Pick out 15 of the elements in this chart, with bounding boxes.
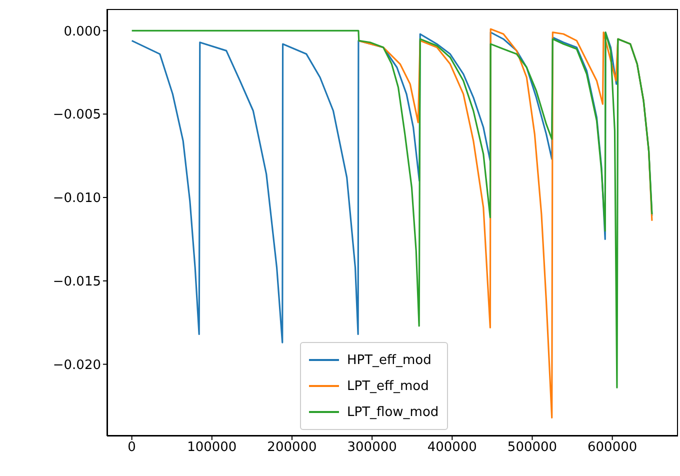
legend-label: LPT_eff_mod [347, 378, 429, 394]
y-tick-label: −0.005 [52, 108, 101, 123]
x-tick-label: 500000 [507, 440, 558, 456]
legend-label: HPT_eff_mod [347, 352, 432, 368]
y-tick-label: 0.000 [64, 24, 101, 40]
x-tick-label: 200000 [267, 440, 317, 456]
x-tick-label: 300000 [347, 440, 397, 456]
x-tick-label: 600000 [588, 440, 638, 456]
x-tick-label: 400000 [427, 440, 477, 456]
y-tick-label: −0.010 [52, 191, 101, 206]
y-tick-label: −0.020 [52, 358, 101, 373]
x-tick-label: 0 [128, 440, 136, 456]
x-tick-label: 100000 [187, 440, 237, 456]
y-tick-label: −0.015 [52, 274, 101, 290]
legend-label: LPT_flow_mod [347, 404, 439, 420]
